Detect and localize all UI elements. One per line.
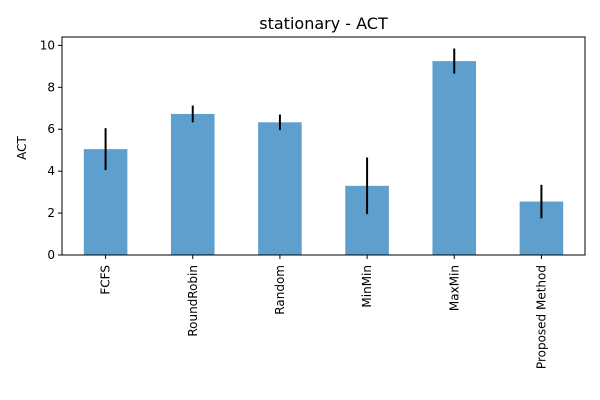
y-tick-label: 0	[47, 248, 55, 262]
x-tick-label: MaxMin	[447, 265, 461, 311]
x-tick-label: MinMin	[360, 265, 374, 308]
y-tick-label: 4	[47, 164, 55, 178]
chart-title: stationary - ACT	[259, 14, 388, 33]
y-tick-label: 2	[47, 206, 55, 220]
x-axis: FCFS RoundRobin Random MinMin MaxMin Proposed…	[99, 255, 548, 369]
x-tick-label: Proposed Method	[534, 265, 548, 369]
y-tick-label: 6	[47, 122, 55, 136]
bar-roundrobin	[170, 113, 215, 255]
y-axis-label: ACT	[15, 135, 29, 159]
y-axis: 0 2 4 6 8 10	[40, 38, 62, 262]
x-tick-label: Random	[273, 265, 287, 315]
y-tick-label: 8	[47, 80, 55, 94]
plot-frame	[61, 36, 586, 256]
x-tick-label: RoundRobin	[186, 265, 200, 337]
bars-group	[83, 61, 564, 255]
bar-maxmin	[432, 61, 477, 255]
y-tick-label: 10	[40, 38, 55, 52]
error-bars-group	[104, 48, 543, 219]
x-tick-label: FCFS	[99, 265, 113, 295]
bar-random	[258, 122, 302, 255]
